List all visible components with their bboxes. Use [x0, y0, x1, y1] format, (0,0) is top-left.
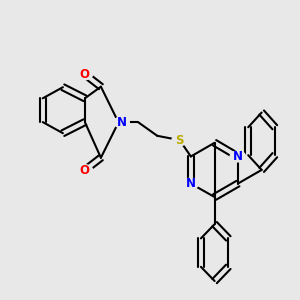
- Text: O: O: [80, 68, 90, 81]
- Ellipse shape: [77, 69, 93, 80]
- Text: N: N: [233, 150, 243, 163]
- Text: N: N: [117, 116, 127, 129]
- Ellipse shape: [172, 135, 188, 146]
- Text: S: S: [176, 134, 184, 147]
- Text: O: O: [80, 164, 90, 177]
- Ellipse shape: [230, 151, 246, 162]
- Ellipse shape: [114, 117, 129, 128]
- Ellipse shape: [77, 165, 93, 176]
- Ellipse shape: [183, 178, 199, 189]
- Text: N: N: [186, 177, 196, 190]
